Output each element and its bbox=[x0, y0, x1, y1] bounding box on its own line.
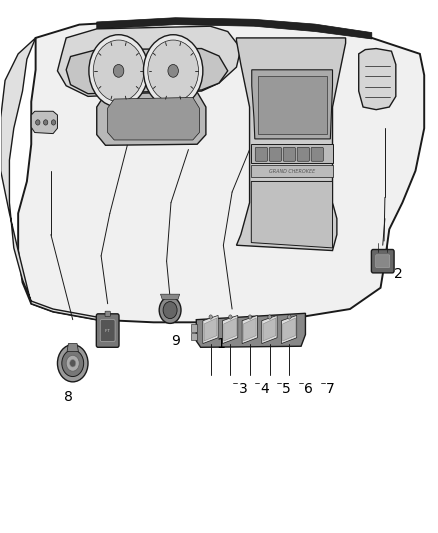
Polygon shape bbox=[252, 70, 332, 139]
FancyBboxPatch shape bbox=[255, 148, 268, 161]
FancyBboxPatch shape bbox=[371, 249, 394, 273]
Circle shape bbox=[70, 360, 76, 367]
Circle shape bbox=[43, 120, 48, 125]
Text: GRAND CHEROKEE: GRAND CHEROKEE bbox=[269, 169, 315, 174]
Polygon shape bbox=[282, 316, 297, 344]
FancyBboxPatch shape bbox=[297, 148, 309, 161]
Text: 8: 8 bbox=[64, 390, 73, 403]
Circle shape bbox=[148, 40, 198, 102]
Polygon shape bbox=[204, 318, 217, 341]
Polygon shape bbox=[18, 19, 424, 322]
Text: 6: 6 bbox=[304, 382, 313, 396]
FancyBboxPatch shape bbox=[105, 311, 110, 317]
Text: 3: 3 bbox=[239, 382, 247, 396]
FancyBboxPatch shape bbox=[100, 320, 115, 342]
Text: 5: 5 bbox=[283, 382, 291, 396]
Polygon shape bbox=[1, 38, 97, 320]
Polygon shape bbox=[242, 316, 258, 344]
Polygon shape bbox=[31, 111, 57, 134]
Polygon shape bbox=[251, 144, 332, 163]
FancyBboxPatch shape bbox=[283, 148, 295, 161]
Polygon shape bbox=[67, 344, 78, 352]
Polygon shape bbox=[283, 318, 295, 341]
FancyBboxPatch shape bbox=[311, 148, 323, 161]
Circle shape bbox=[62, 350, 84, 376]
Text: 9: 9 bbox=[171, 334, 180, 348]
Text: 1: 1 bbox=[217, 336, 226, 351]
Polygon shape bbox=[251, 181, 332, 248]
Circle shape bbox=[288, 315, 291, 319]
Polygon shape bbox=[160, 294, 180, 300]
Text: 7: 7 bbox=[326, 382, 335, 396]
Text: 4: 4 bbox=[261, 382, 269, 396]
Circle shape bbox=[57, 345, 88, 382]
Polygon shape bbox=[57, 26, 241, 96]
Polygon shape bbox=[244, 318, 256, 341]
Circle shape bbox=[93, 40, 144, 102]
Polygon shape bbox=[97, 18, 372, 39]
FancyBboxPatch shape bbox=[191, 325, 197, 332]
Text: 2: 2 bbox=[394, 268, 403, 281]
Circle shape bbox=[248, 315, 252, 319]
Circle shape bbox=[159, 297, 181, 324]
Polygon shape bbox=[224, 318, 237, 341]
Circle shape bbox=[144, 35, 203, 107]
Circle shape bbox=[113, 64, 124, 77]
Polygon shape bbox=[237, 38, 346, 251]
Text: IFT: IFT bbox=[105, 329, 111, 333]
Circle shape bbox=[229, 315, 232, 319]
FancyBboxPatch shape bbox=[376, 255, 390, 268]
Polygon shape bbox=[203, 316, 218, 344]
Circle shape bbox=[89, 35, 148, 107]
Polygon shape bbox=[223, 316, 238, 344]
Polygon shape bbox=[196, 313, 305, 348]
FancyBboxPatch shape bbox=[269, 148, 282, 161]
Circle shape bbox=[209, 315, 212, 319]
Polygon shape bbox=[263, 318, 276, 341]
FancyBboxPatch shape bbox=[191, 333, 197, 341]
Circle shape bbox=[163, 302, 177, 319]
Polygon shape bbox=[97, 92, 206, 146]
Circle shape bbox=[51, 120, 56, 125]
FancyBboxPatch shape bbox=[96, 314, 119, 348]
Polygon shape bbox=[251, 165, 332, 177]
Circle shape bbox=[35, 120, 40, 125]
Polygon shape bbox=[108, 98, 199, 140]
Circle shape bbox=[168, 64, 178, 77]
Polygon shape bbox=[258, 76, 327, 134]
Circle shape bbox=[268, 315, 272, 319]
Circle shape bbox=[66, 356, 79, 371]
Polygon shape bbox=[359, 49, 396, 110]
Polygon shape bbox=[262, 316, 277, 344]
Polygon shape bbox=[66, 49, 228, 94]
